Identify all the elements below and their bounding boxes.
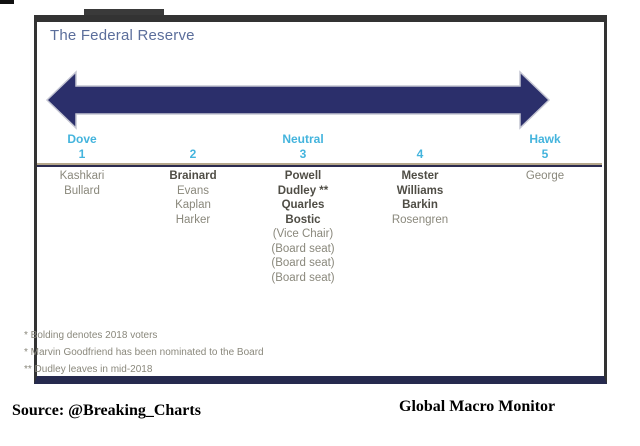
member-name: Rosengren: [391, 213, 449, 226]
member-column-5: George: [485, 169, 605, 184]
member-name: Barkin: [402, 199, 438, 211]
footnotes: * Bolding denotes 2018 voters * Marvin G…: [24, 327, 264, 378]
member-name: Kaplan: [175, 199, 211, 211]
member-column-1: Kashkari Bullard: [22, 169, 142, 198]
axis-rule-bottom: [37, 165, 602, 167]
scale-number-4: 4: [416, 147, 424, 161]
footnote-bolding: * Bolding denotes 2018 voters: [24, 330, 158, 341]
chart-title: The Federal Reserve: [50, 27, 195, 44]
member-name: Harker: [175, 213, 211, 226]
footnote-goodfriend: * Marvin Goodfriend has been nominated t…: [24, 347, 264, 358]
member-name: (Board seat): [271, 257, 335, 269]
chart-frame: [34, 15, 607, 384]
member-name: Kashkari: [59, 170, 105, 182]
scale-number-3: 3: [299, 147, 307, 161]
member-name: Powell: [284, 170, 322, 182]
scale-label-hawk: Hawk: [529, 132, 561, 146]
member-name: Bullard: [64, 184, 100, 197]
footnote-dudley: ** Dudley leaves in mid-2018: [24, 364, 153, 375]
member-column-3: Powell Dudley ** Quarles Bostic (Vice Ch…: [243, 169, 363, 285]
member-name: Williams: [396, 184, 444, 197]
member-name: Evans: [177, 184, 209, 197]
scale-number-5: 5: [541, 147, 549, 161]
member-name: (Board seat): [271, 242, 335, 255]
member-name: (Board seat): [271, 271, 335, 284]
axis-rule: [37, 163, 602, 167]
member-column-4: Mester Williams Barkin Rosengren: [360, 169, 480, 227]
screen-artifact-strip: [84, 9, 164, 16]
member-name: Bostic: [285, 213, 321, 226]
member-name: (Vice Chair): [272, 228, 334, 240]
scale-label-neutral: Neutral: [282, 132, 324, 146]
scale-label-dove: Dove: [67, 132, 97, 146]
brand-credit: Global Macro Monitor: [399, 398, 556, 415]
member-name: George: [525, 170, 565, 182]
scale-number-1: 1: [78, 147, 86, 161]
axis-rule-top: [37, 163, 602, 165]
member-name: Quarles: [281, 199, 325, 211]
double-arrow-icon: [45, 70, 551, 130]
screen-artifact-corner: [0, 0, 14, 4]
member-name: Mester: [401, 170, 439, 182]
member-name: Dudley **: [277, 184, 329, 197]
source-credit: Source: @Breaking_Charts: [12, 402, 201, 419]
scale-number-2: 2: [189, 147, 197, 161]
member-column-2: Brainard Evans Kaplan Harker: [133, 169, 253, 227]
member-name: Brainard: [169, 170, 217, 182]
